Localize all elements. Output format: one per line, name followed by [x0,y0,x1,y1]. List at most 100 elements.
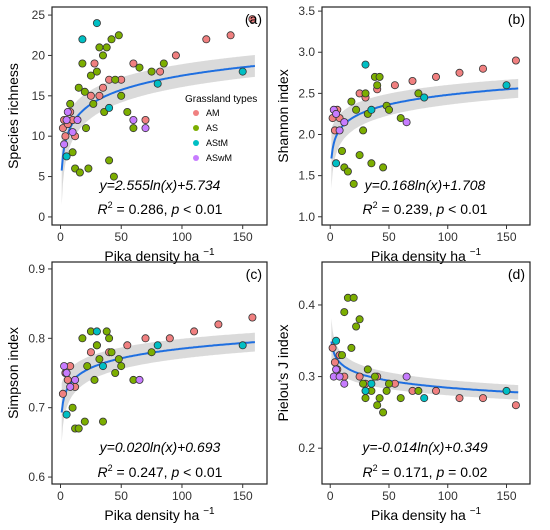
data-point [99,51,108,60]
data-point [129,59,138,68]
data-point [359,379,368,388]
data-point [361,89,370,98]
plot-area [328,56,520,189]
data-point [60,140,69,149]
r2-symbol: R [98,201,108,217]
data-point [90,375,99,384]
data-point [129,116,138,125]
y-tick-label: 0.7 [28,401,45,415]
r2-value: = 0.171, [378,464,437,480]
data-point [80,417,89,426]
data-point [68,148,77,157]
y-axis-label: Shannon index [275,69,291,162]
y-tick-label: 0.2 [298,441,315,455]
r2-superscript: 2 [108,463,113,473]
data-point [92,327,101,336]
data-point [347,97,356,106]
data-point [367,159,376,168]
data-point [95,43,104,52]
r2-symbol: R [363,464,373,480]
confidence-band [331,318,519,400]
p-symbol: p [170,201,179,217]
data-point [78,35,87,44]
data-point [147,67,156,76]
data-point [63,375,72,384]
data-point [361,386,370,395]
panel-label: (c) [246,266,262,282]
x-tick-label: 0 [327,230,334,244]
data-point [61,132,70,141]
data-point [361,60,370,69]
x-tick-label: 50 [382,489,396,503]
data-point [414,386,423,395]
data-point [478,394,487,403]
legend-item-label: AStM [206,138,228,148]
y-tick-label: 20 [32,48,46,62]
r2-annotation: R2 = 0.286, p < 0.01 [98,200,223,217]
y-tick-label: 10 [32,129,46,143]
series-AS [337,72,423,188]
data-point [373,401,382,410]
data-point [117,91,126,100]
y-tick-label: 0.8 [28,331,45,345]
data-point [352,322,361,331]
data-point [147,348,156,357]
r2-annotation: R2 = 0.239, p < 0.01 [363,200,488,217]
x-tick-label: 100 [438,230,458,244]
data-point [328,343,337,352]
p-symbol: p [435,464,444,480]
panel-2: 0 50 100 150 0.6 0.7 0.8 0.9 Pika density ha −1 S… [5,261,268,523]
data-point [367,105,376,114]
x-axis-label-sup: −1 [203,506,215,517]
x-tick-label: 0 [57,230,64,244]
data-point [349,179,358,188]
data-point [384,379,393,388]
data-point [107,348,116,357]
plot-area [328,293,520,417]
data-point [340,118,349,127]
data-point [105,156,114,165]
data-point [363,365,372,374]
y-tick-label: 2.5 [298,86,315,100]
data-point [68,128,77,137]
data-point [190,327,199,336]
y-tick-label: 0.9 [28,262,45,276]
y-tick-label: 3.5 [298,4,315,18]
x-tick-label: 50 [382,230,396,244]
panel-label: (b) [508,11,525,27]
data-point [332,159,341,168]
data-point [420,93,429,102]
data-point [102,327,111,336]
data-point [226,31,235,40]
x-axis-label: Pika density ha −1 [371,506,482,523]
x-axis-label-sup: −1 [470,247,482,258]
data-point [375,72,384,81]
plot-area [58,15,257,206]
x-tick-label: 100 [438,489,458,503]
plot-area [58,313,257,443]
fit-equation: y=0.020ln(x)+0.693 [99,439,221,455]
data-point [431,72,440,81]
r2-value: = 0.239, [378,201,437,217]
data-point [402,118,411,127]
series-AS [66,31,168,181]
data-point [84,164,93,173]
data-point [114,31,123,40]
data-point [66,382,75,391]
data-point [92,341,101,350]
data-point [95,355,104,364]
x-tick-label: 0 [327,489,334,503]
data-point [502,81,511,90]
data-point [123,341,132,350]
r2-superscript: 2 [373,200,378,210]
panel-0: 0 50 100 150 0 5 10 15 20 25 Pika density ha −1 Spe… [5,6,268,264]
legend-swatch [193,110,199,116]
fit-equation: y=-0.014ln(x)+0.349 [361,439,488,455]
y-tick-label: 0.3 [298,370,315,384]
data-point [92,19,101,28]
x-axis-label: Pika density ha −1 [371,247,482,264]
y-tick-label: 1.5 [298,169,315,183]
data-point [95,91,104,100]
data-point [171,51,180,60]
data-point [370,372,379,381]
